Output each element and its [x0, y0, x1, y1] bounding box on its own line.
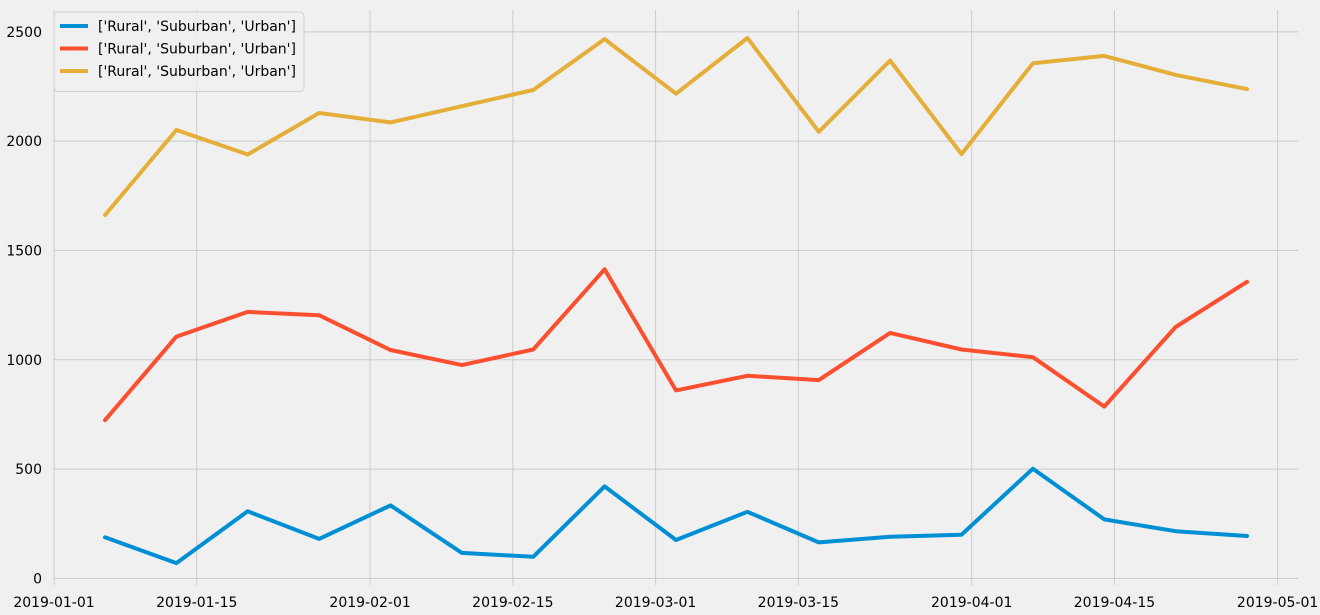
series-lines: [103, 36, 1249, 566]
x-tick-label: 2019-03-01: [615, 595, 696, 611]
x-tick-label: 2019-02-15: [472, 595, 553, 611]
legend: ['Rural', 'Suburban', 'Urban'] ['Rural', …: [53, 11, 305, 92]
y-tick-label: 2500: [6, 25, 42, 41]
grid: [53, 10, 1298, 585]
legend-label: ['Rural', 'Suburban', 'Urban']: [98, 64, 296, 80]
x-tick-label: 2019-05-01: [1237, 595, 1318, 611]
legend-label: ['Rural', 'Suburban', 'Urban']: [98, 19, 296, 35]
x-tick-label: 2019-01-15: [156, 595, 237, 611]
x-tick-label: 2019-04-15: [1074, 595, 1155, 611]
series-line-1: [103, 466, 1249, 566]
y-tick-label: 1000: [6, 353, 42, 369]
x-tick-label: 2019-01-01: [13, 595, 94, 611]
legend-label: ['Rural', 'Suburban', 'Urban']: [98, 42, 296, 58]
series-line-3: [103, 36, 1249, 218]
y-axis-ticks: 0 500 1000 1500 2000 2500: [6, 25, 42, 588]
x-tick-label: 2019-04-01: [931, 595, 1012, 611]
series-line-2: [103, 267, 1249, 423]
x-tick-label: 2019-02-01: [329, 595, 410, 611]
y-tick-label: 1500: [6, 243, 42, 259]
y-tick-label: 500: [15, 462, 42, 478]
legend-box: [53, 11, 305, 92]
y-tick-label: 2000: [6, 134, 42, 150]
x-tick-label: 2019-03-15: [758, 595, 839, 611]
y-tick-label: 0: [33, 571, 42, 587]
x-axis-ticks: 2019-01-01 2019-01-15 2019-02-01 2019-02-15…: [13, 595, 1318, 611]
